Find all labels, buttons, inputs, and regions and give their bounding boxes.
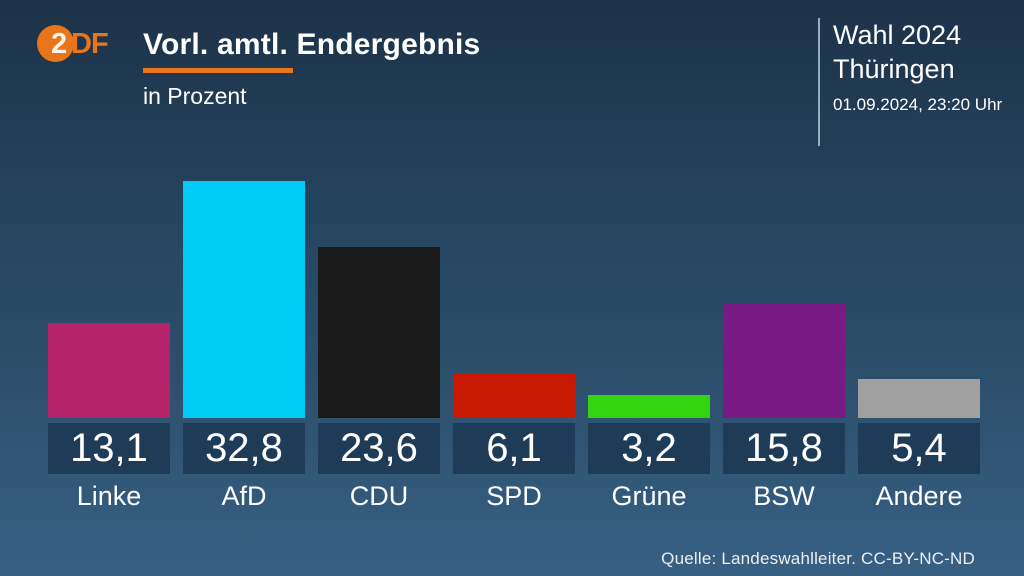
value-box: 6,1: [453, 423, 575, 474]
election-info-block: Wahl 2024 Thüringen 01.09.2024, 23:20 Uh…: [818, 18, 1008, 146]
party-label: Andere: [875, 481, 963, 511]
bar-bsw: [723, 304, 845, 418]
party-label: AfD: [221, 481, 267, 511]
election-region: Thüringen: [833, 54, 955, 84]
bar-cdu: [318, 247, 440, 418]
bar-group-linke: 13,1 Linke: [48, 160, 170, 520]
bar-spd: [453, 374, 575, 418]
party-label: Linke: [76, 481, 142, 511]
bar-group-afd: 32,8 AfD: [183, 160, 305, 520]
zdf-logo-icon: 2 DF: [37, 25, 142, 65]
party-label: CDU: [349, 481, 409, 511]
party-label: BSW: [753, 481, 815, 511]
value-box: 15,8: [723, 423, 845, 474]
zdf-logo-circle: [37, 25, 74, 62]
bar-group-gruene: 3,2 Grüne: [588, 160, 710, 520]
bar-gruene: [588, 395, 710, 418]
bar-group-bsw: 15,8 BSW: [723, 160, 845, 520]
bar-afd: [183, 181, 305, 418]
value-box: 23,6: [318, 423, 440, 474]
bar-chart: 13,1 Linke 32,8 AfD 23,6 CDU 6,1 SPD 3,2…: [0, 160, 1024, 520]
bar-andere: [858, 379, 980, 418]
value-box: 5,4: [858, 423, 980, 474]
bar-group-cdu: 23,6 CDU: [318, 160, 440, 520]
source-credit: Quelle: Landeswahlleiter. CC-BY-NC-ND: [661, 549, 975, 568]
party-label: SPD: [486, 481, 542, 511]
election-name: Wahl 2024: [833, 20, 962, 50]
bar-linke: [48, 323, 170, 418]
value-box: 32,8: [183, 423, 305, 474]
page-title: Vorl. amtl. Endergebnis: [143, 28, 481, 61]
election-timestamp: 01.09.2024, 23:20 Uhr: [833, 95, 1003, 114]
title-underline: [143, 68, 293, 73]
value-box: 3,2: [588, 423, 710, 474]
page-subtitle: in Prozent: [143, 83, 247, 109]
zdf-logo-2: 2: [51, 28, 67, 60]
bar-group-andere: 5,4 Andere: [858, 160, 980, 520]
zdf-logo-df: DF: [71, 28, 109, 60]
value-box: 13,1: [48, 423, 170, 474]
bar-group-spd: 6,1 SPD: [453, 160, 575, 520]
party-label: Grüne: [611, 481, 687, 511]
